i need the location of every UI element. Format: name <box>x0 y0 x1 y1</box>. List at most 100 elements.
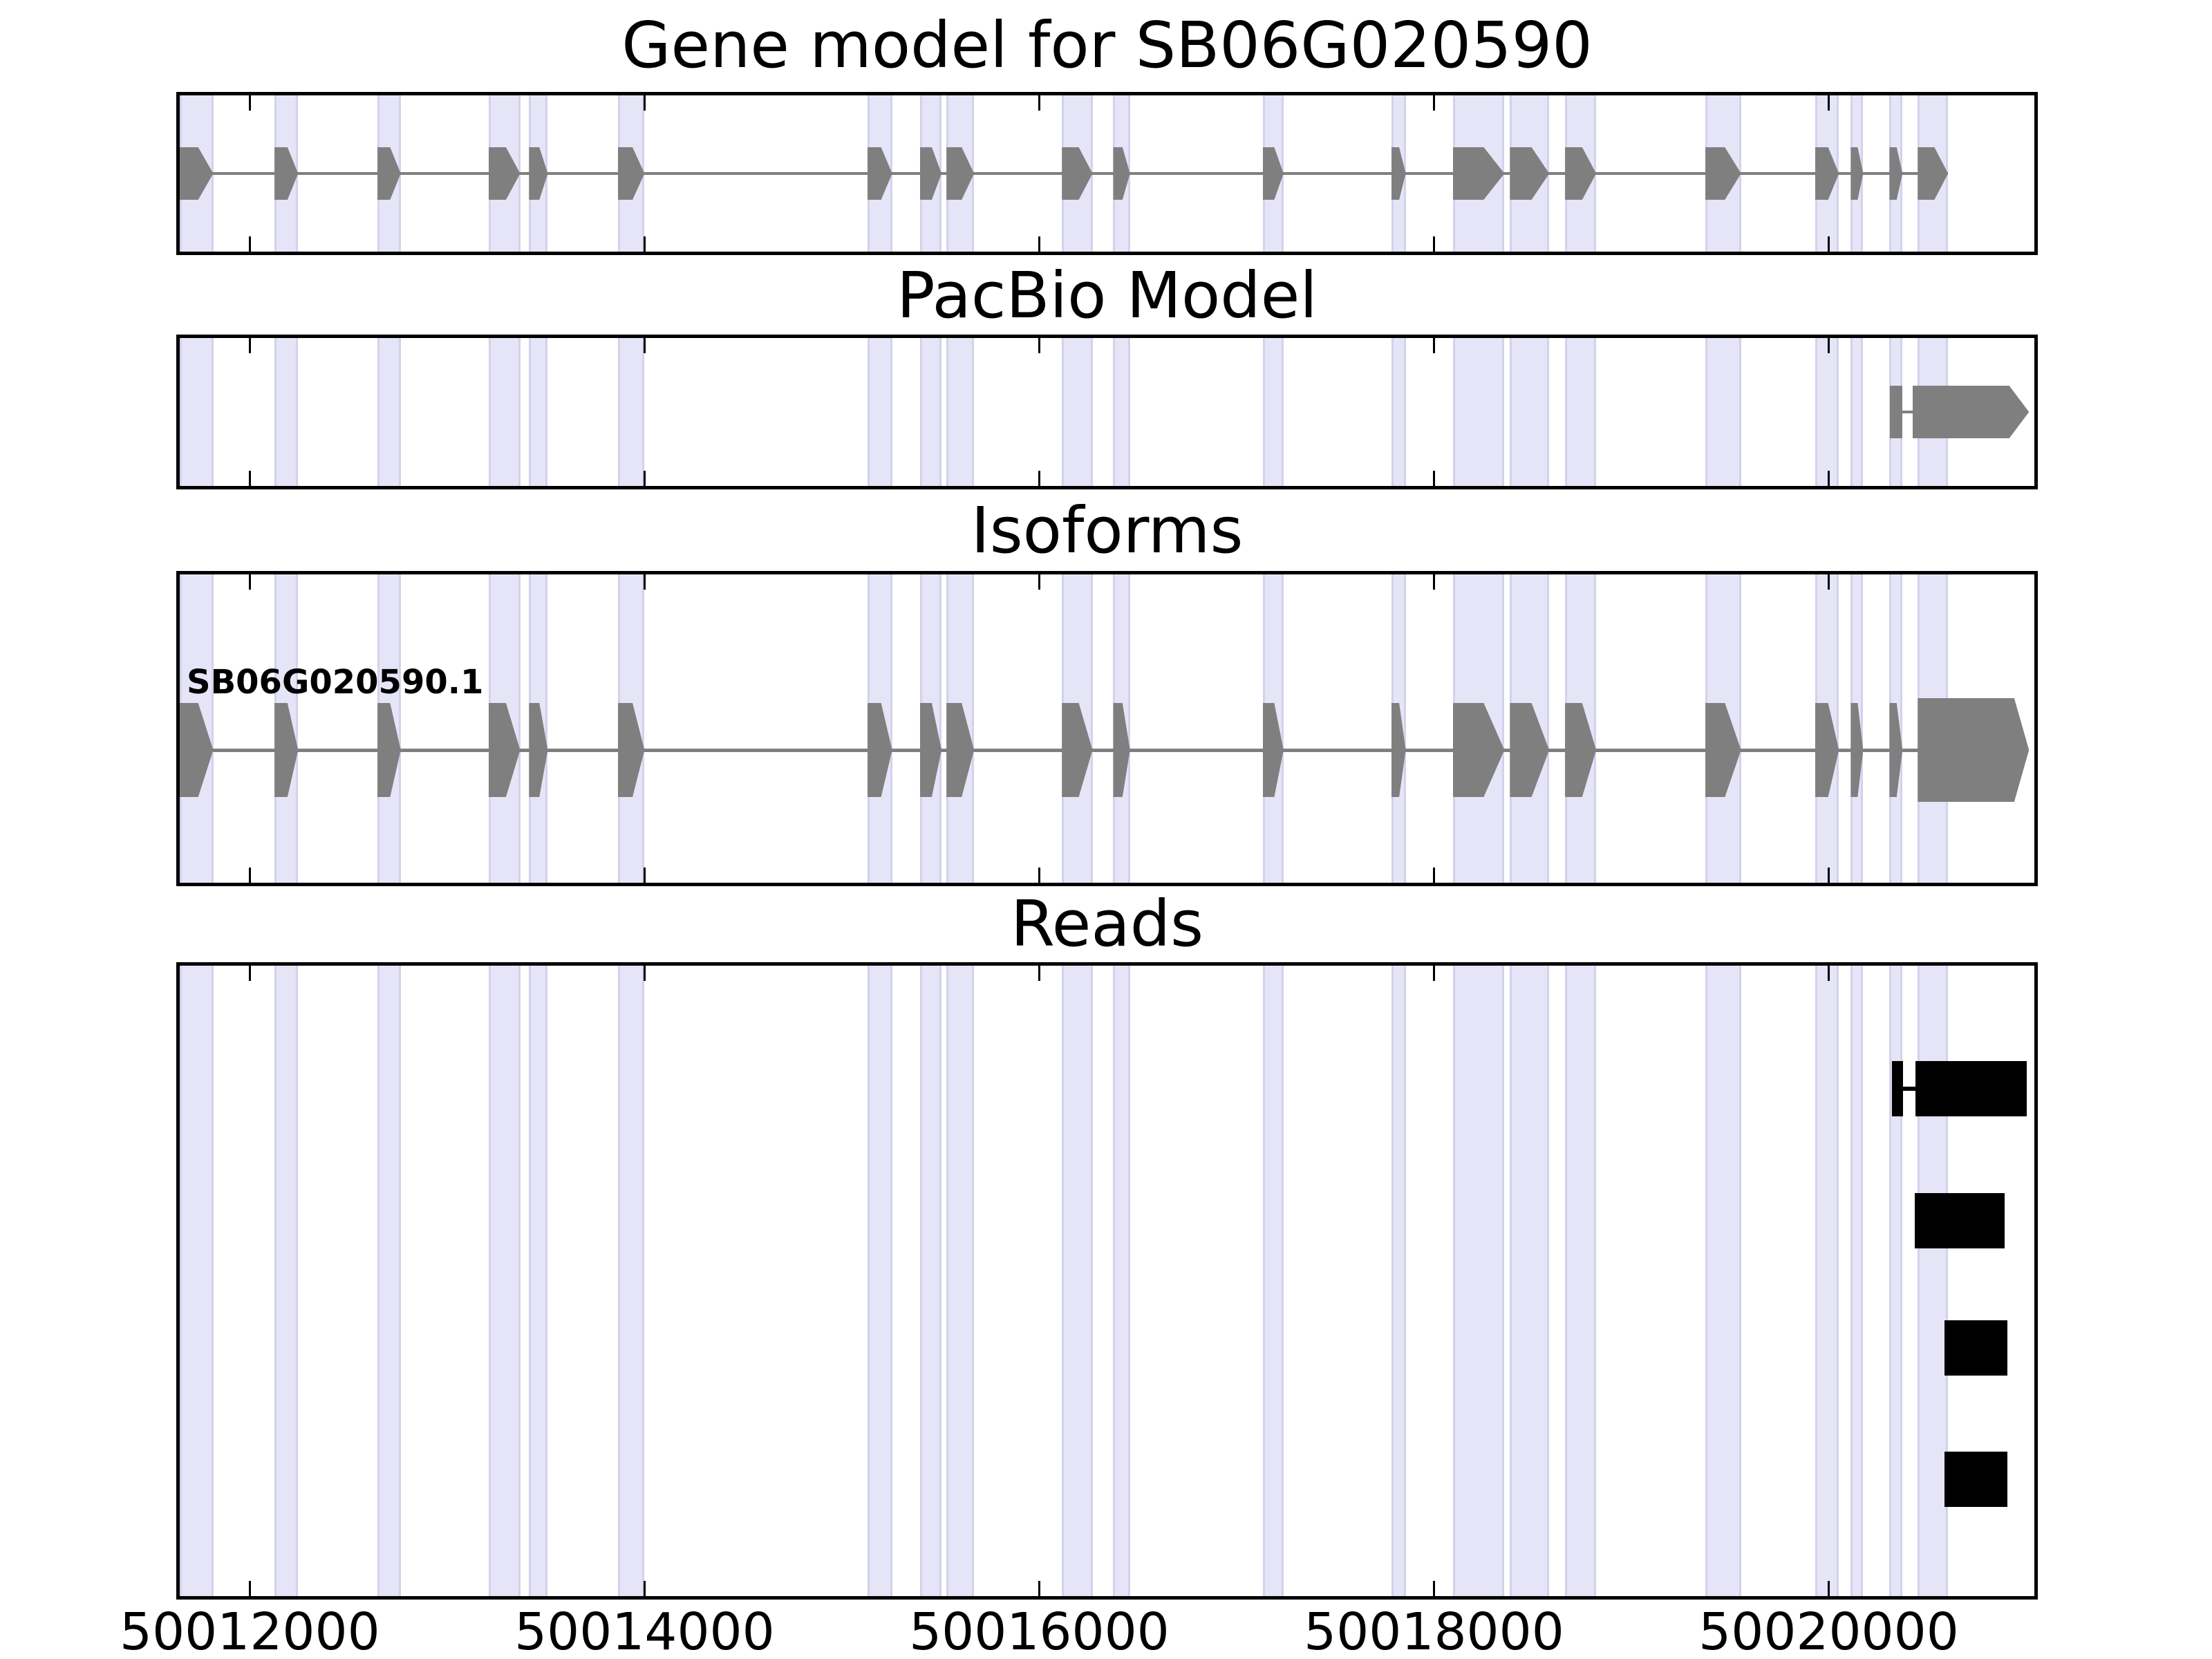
axis-tick-top <box>1038 574 1040 590</box>
isoform-intron-line <box>180 748 1924 752</box>
read-block <box>1944 1452 2007 1507</box>
read-block <box>1914 1193 2005 1248</box>
exon-highlight-stripe <box>1113 338 1130 486</box>
exon-highlight-stripe <box>529 966 548 1596</box>
exon-highlight-stripe <box>1391 966 1406 1596</box>
axis-tick-bottom <box>1038 471 1040 486</box>
isoform-exon <box>1850 703 1864 797</box>
gene-model-panel <box>176 92 2038 255</box>
axis-tick-bottom <box>1432 1581 1435 1596</box>
axis-tick-bottom <box>1827 236 1830 252</box>
axis-tick-bottom <box>1432 868 1435 883</box>
axis-tick-top <box>248 338 251 353</box>
axis-tick-bottom <box>1432 236 1435 252</box>
axis-tick-bottom <box>1827 471 1830 486</box>
exon-highlight-stripe <box>946 966 975 1596</box>
exon-highlight-stripe <box>180 966 214 1596</box>
exon-highlight-stripe <box>488 966 521 1596</box>
exon-highlight-stripe <box>1452 966 1505 1596</box>
exon-highlight-stripe <box>868 338 892 486</box>
axis-tick-top <box>1432 574 1435 590</box>
exon-highlight-stripe <box>946 338 975 486</box>
exon-highlight-stripe <box>529 338 548 486</box>
x-tick-label: 50014000 <box>514 1602 775 1659</box>
pacbio-model-panel <box>176 335 2038 489</box>
isoforms-panel: SB06G020590.1 <box>176 571 2038 886</box>
exon-highlight-stripe <box>1113 966 1130 1596</box>
exon-highlight-stripe <box>377 338 401 486</box>
axis-tick-bottom <box>1432 471 1435 486</box>
read-block <box>1944 1320 2007 1376</box>
axis-tick-top <box>1038 338 1040 353</box>
axis-tick-bottom <box>643 1581 646 1596</box>
exon-highlight-stripe <box>1452 338 1505 486</box>
exon-highlight-stripe <box>274 338 299 486</box>
axis-tick-top <box>1432 966 1435 981</box>
exon-highlight-stripe <box>1565 966 1597 1596</box>
isoform-name-label: SB06G020590.1 <box>187 663 484 702</box>
axis-tick-top <box>1827 966 1830 981</box>
axis-tick-bottom <box>643 236 646 252</box>
axis-tick-top <box>643 95 646 111</box>
exon-highlight-stripe <box>1391 338 1406 486</box>
exon-highlight-stripe <box>377 966 401 1596</box>
exon-highlight-stripe <box>1705 966 1741 1596</box>
axis-tick-top <box>1038 95 1040 111</box>
exon-highlight-stripe <box>1815 966 1839 1596</box>
pacbio-connector-line <box>1890 411 1919 413</box>
reads-track-title: Reads <box>1010 887 1204 961</box>
exon-highlight-stripe <box>1850 338 1864 486</box>
x-tick-label: 50020000 <box>1698 1602 1959 1659</box>
isoform-exon <box>1889 703 1903 797</box>
axis-tick-top <box>1038 966 1040 981</box>
pacbio-first-exon <box>1890 386 1902 438</box>
gene-exon <box>1889 147 1903 200</box>
axis-tick-bottom <box>1038 1581 1040 1596</box>
axis-tick-top <box>1827 338 1830 353</box>
exon-highlight-stripe <box>1815 338 1839 486</box>
isoforms-track-title: Isoforms <box>971 494 1244 568</box>
axis-tick-bottom <box>1038 868 1040 883</box>
gene-track-title: Gene model for SB06G020590 <box>621 8 1593 82</box>
axis-tick-top <box>1827 95 1830 111</box>
isoform-exon <box>1391 703 1406 797</box>
axis-tick-bottom <box>643 471 646 486</box>
x-tick-label: 50018000 <box>1304 1602 1564 1659</box>
exon-highlight-stripe <box>868 966 892 1596</box>
axis-tick-bottom <box>248 471 251 486</box>
read-block <box>1915 1061 2027 1116</box>
axis-tick-bottom <box>1827 1581 1830 1596</box>
pacbio-track-title: PacBio Model <box>897 259 1318 332</box>
axis-tick-top <box>643 966 646 981</box>
read-connector-line <box>1902 1087 1916 1091</box>
axis-tick-top <box>1432 95 1435 111</box>
exon-highlight-stripe <box>1565 338 1597 486</box>
exon-highlight-stripe <box>617 966 645 1596</box>
axis-tick-bottom <box>1827 868 1830 883</box>
exon-highlight-stripe <box>919 966 942 1596</box>
exon-highlight-stripe <box>274 966 299 1596</box>
exon-highlight-stripe <box>180 338 214 486</box>
axis-tick-top <box>248 95 251 111</box>
exon-highlight-stripe <box>1510 338 1550 486</box>
exon-highlight-stripe <box>617 338 645 486</box>
exon-highlight-stripe <box>1062 966 1093 1596</box>
exon-highlight-stripe <box>488 338 521 486</box>
axis-tick-bottom <box>248 236 251 252</box>
axis-tick-top <box>1432 338 1435 353</box>
exon-highlight-stripe <box>1510 966 1550 1596</box>
axis-tick-bottom <box>1038 236 1040 252</box>
gene-exon <box>1850 147 1864 200</box>
axis-tick-top <box>643 338 646 353</box>
exon-highlight-stripe <box>1889 966 1903 1596</box>
exon-highlight-stripe <box>1705 338 1741 486</box>
read-block <box>1891 1061 1903 1116</box>
pacbio-arrow <box>1912 386 2030 438</box>
isoform-final-exon <box>1918 698 2030 802</box>
axis-tick-top <box>643 574 646 590</box>
exon-highlight-stripe <box>1850 966 1864 1596</box>
axis-tick-top <box>1827 574 1830 590</box>
axis-tick-bottom <box>643 868 646 883</box>
x-tick-label: 50012000 <box>120 1602 380 1659</box>
